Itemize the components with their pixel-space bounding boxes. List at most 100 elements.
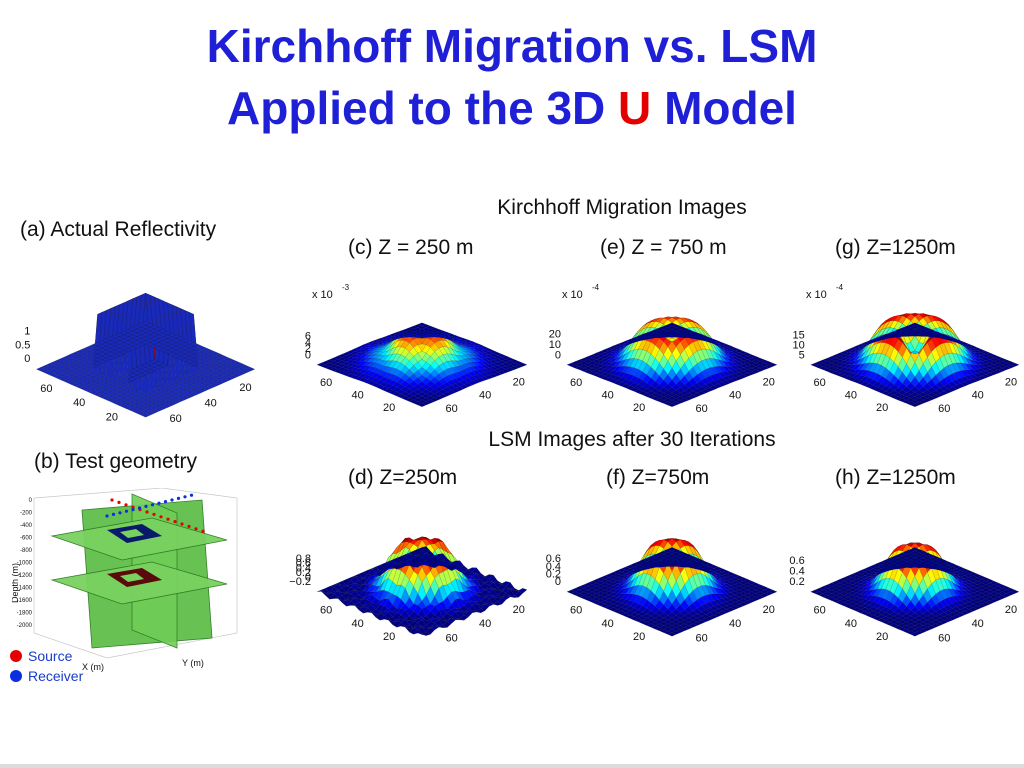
z-tick-label: 15 (792, 330, 804, 342)
caption-actual-reflectivity: (a) Actual Reflectivity (20, 218, 217, 241)
z-tick-label: 0 (24, 353, 30, 365)
source-point (166, 517, 170, 521)
legend-receiver: Receiver (10, 668, 83, 684)
z-tick-label: 0 (305, 350, 311, 362)
y-tick-label: 20 (1005, 604, 1017, 616)
y-tick-label: 40 (204, 398, 216, 410)
plot-lsm-z750: 0.60.40.20 60 40 20 20 40 60 (546, 538, 778, 644)
receiver-point (118, 511, 122, 515)
y-tick-label: 20 (763, 376, 775, 388)
x-tick-label: 40 (351, 618, 363, 630)
z-tick-label: 20 (549, 329, 561, 341)
panel-label-e: (e) Z = 750 m (600, 236, 727, 259)
x-tick-label: 60 (813, 377, 825, 389)
caption-test-geometry: (b) Test geometry (34, 450, 198, 473)
z-tick-label: 0.4 (789, 566, 804, 578)
depth-tick-label: -600 (20, 536, 33, 542)
y-tick-label: 20 (1005, 376, 1017, 388)
y-tick-label: 60 (695, 403, 707, 415)
z-tick-label: 1 (24, 326, 30, 338)
z-tick-label: 0 (305, 572, 311, 584)
scale-exponent-label: -4 (592, 283, 600, 292)
source-point (110, 498, 114, 502)
y-tick-label: 60 (695, 632, 707, 644)
z-tick-label: 0.6 (789, 555, 804, 567)
caption-lsm-heading: LSM Images after 30 Iterations (488, 428, 776, 451)
receiver-point (111, 512, 116, 516)
x-tick-label: 40 (601, 390, 613, 402)
z-tick-label: 5 (799, 350, 805, 362)
panel-label-f: (f) Z=750m (606, 466, 710, 489)
source-marker-icon (10, 650, 22, 662)
y-tick-label: 20 (239, 382, 251, 394)
plot-lsm-z1250: 0.60.40.2 60 40 20 20 40 60 (789, 542, 1020, 644)
receiver-point (144, 504, 148, 508)
slide-title-line1: Kirchhoff Migration vs. LSM (206, 20, 818, 72)
depth-tick-label: -800 (20, 548, 33, 554)
y-tick-label: 40 (972, 390, 984, 402)
source-point (180, 522, 184, 526)
source-point (159, 515, 163, 519)
y-tick-label: 40 (729, 390, 741, 402)
z-tick-label: −0.2 (289, 576, 311, 588)
receiver-point (170, 498, 174, 502)
z-tick-label: 0.2 (789, 576, 804, 588)
x-tick-label: 60 (320, 605, 332, 617)
x-tick-label: 60 (570, 377, 582, 389)
geometry-y-label: Y (m) (182, 658, 204, 668)
legend-source-label: Source (28, 648, 73, 664)
receiver-point (176, 496, 181, 500)
y-tick-label: 60 (938, 632, 950, 644)
z-tick-label: 2 (305, 343, 311, 355)
y-tick-label: 40 (479, 618, 491, 630)
geometry-x-label: X (m) (82, 662, 104, 672)
z-tick-label: 0 (555, 576, 561, 588)
depth-tick-label: -400 (20, 523, 33, 529)
x-tick-label: 20 (633, 631, 645, 643)
panel-label-d: (d) Z=250m (348, 466, 458, 489)
x-tick-label: 60 (320, 377, 332, 389)
z-tick-label: 0.6 (546, 553, 561, 565)
z-tick-label: 0.4 (296, 562, 311, 574)
scale-factor-label: x 10 (806, 289, 827, 301)
y-tick-label: 40 (972, 618, 984, 630)
receiver-point (157, 501, 161, 505)
x-tick-label: 60 (570, 605, 582, 617)
z-tick-label: 0 (555, 350, 561, 362)
test-geometry-figure: Depth (m) 0 -200 -400 -600 -800 -1000 -1200 -14… (12, 488, 242, 673)
y-tick-label: 60 (169, 413, 181, 425)
slide-title-line2: Applied to the 3D U Model (0, 80, 1024, 136)
x-tick-label: 20 (633, 402, 645, 414)
source-point (124, 503, 128, 507)
y-tick-label: 20 (763, 604, 775, 616)
x-tick-label: 40 (845, 618, 857, 630)
depth-tick-label: 0 (29, 498, 33, 504)
x-tick-label: 20 (383, 631, 395, 643)
panel-label-g: (g) Z=1250m (835, 236, 956, 259)
scale-factor-label: x 10 (312, 289, 333, 301)
source-point (152, 512, 156, 516)
receiver-point (163, 500, 168, 504)
z-tick-label: 0.8 (296, 553, 311, 565)
z-tick-label: 0.6 (296, 558, 311, 570)
receiver-point (189, 493, 194, 497)
z-tick-label: 10 (549, 339, 561, 351)
scale-exponent-label: -4 (836, 283, 844, 292)
z-tick-label: 6 (305, 331, 311, 343)
x-tick-label: 60 (40, 383, 52, 395)
depth-tick-label: -1400 (17, 586, 33, 592)
receiver-marker-icon (10, 670, 22, 682)
depth-tick-label: -2000 (17, 623, 33, 629)
legend-receiver-label: Receiver (28, 668, 84, 684)
scale-exponent-label: -3 (342, 283, 350, 292)
legend-source: Source (10, 648, 72, 664)
caption-kirchhoff-heading: Kirchhoff Migration Images (497, 196, 747, 219)
receiver-point (105, 514, 109, 518)
source-point (145, 510, 149, 514)
source-point (131, 505, 135, 509)
receiver-point (150, 503, 155, 507)
scale-factor-label: x 10 (562, 289, 583, 301)
z-tick-label: 0.5 (15, 339, 30, 351)
y-tick-label: 60 (445, 403, 457, 415)
